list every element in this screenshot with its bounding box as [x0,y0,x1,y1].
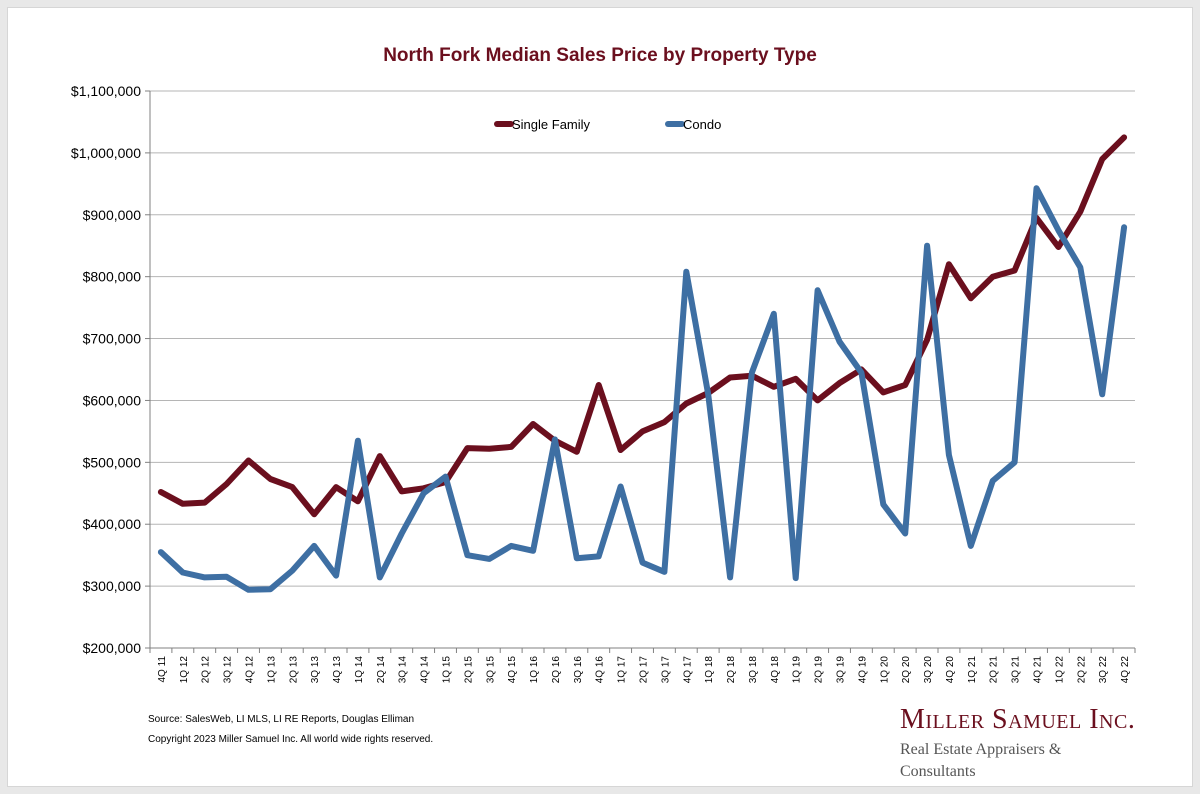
x-tick-label: 2Q 22 [1076,656,1087,684]
x-tick-label: 2Q 13 [288,656,299,684]
x-tick-label: 2Q 16 [551,656,562,684]
x-tick-label: 3Q 22 [1098,656,1109,684]
y-tick-label: $600,000 [83,392,142,408]
y-tick-label: $300,000 [83,578,142,594]
gridlines [150,90,1135,587]
logo-tagline: Real Estate Appraisers & Consultants [900,741,1062,780]
x-tick-label: 1Q 19 [792,656,803,684]
copyright-note: Copyright 2023 Miller Samuel Inc. All wo… [148,734,434,745]
x-tick-label: 1Q 21 [967,656,978,684]
y-tick-label: $1,100,000 [71,83,141,99]
legend-label: Condo [683,117,721,132]
x-tick-label: 4Q 12 [245,656,256,684]
x-tick-label: 1Q 13 [266,656,277,684]
chart-title: North Fork Median Sales Price by Propert… [383,45,817,66]
x-tick-label: 3Q 17 [660,656,671,684]
x-tick-label: 2Q 21 [989,656,1000,684]
y-tick-label: $900,000 [83,207,142,223]
y-tick-label: $800,000 [83,269,142,285]
axes [145,90,1136,653]
y-tick-label: $200,000 [83,640,142,656]
x-tick-label: 3Q 21 [1011,656,1022,684]
x-tick-label: 2Q 20 [901,656,912,684]
legend: Single Family Condo [494,117,721,132]
logo-name: Miller Samuel Inc. [900,704,1136,735]
x-tick-label: 1Q 12 [179,656,190,684]
series-line-single-family [157,134,1128,518]
y-tick-label: $1,000,000 [71,145,141,161]
legend-label: Single Family [512,117,591,132]
x-tick-label: 3Q 13 [310,656,321,684]
x-tick-label: 4Q 19 [857,656,868,684]
x-axis-ticks: 4Q 11 1Q 12 2Q 12 3Q 12 4Q 12 1Q 13 2Q 13 3Q 13… [157,656,1131,684]
x-tick-label: 2Q 19 [814,656,825,684]
x-tick-label: 1Q 18 [704,656,715,684]
source-note: Source: SalesWeb, LI MLS, LI RE Reports,… [148,714,415,725]
x-tick-label: 4Q 22 [1120,656,1131,684]
x-tick-label: 4Q 17 [682,656,693,684]
x-tick-label: 2Q 17 [639,656,650,684]
y-tick-label: $400,000 [83,516,142,532]
series-line-condo [157,185,1128,593]
x-tick-label: 4Q 16 [595,656,606,684]
x-tick-label: 3Q 18 [748,656,759,684]
x-tick-label: 2Q 12 [201,656,212,684]
x-tick-label: 3Q 14 [398,656,409,684]
x-tick-label: 1Q 16 [529,656,540,684]
x-tick-label: 4Q 18 [770,656,781,684]
x-tick-label: 4Q 20 [945,656,956,684]
y-axis-ticks: $200,000 $300,000 $400,000 $500,000 $600,000… [71,83,141,656]
x-tick-label: 4Q 14 [420,656,431,684]
x-tick-label: 3Q 16 [573,656,584,684]
x-tick-label: 4Q 21 [1033,656,1044,684]
x-tick-label: 1Q 22 [1054,656,1065,684]
y-tick-label: $500,000 [83,454,142,470]
series-lines [157,134,1128,593]
x-tick-label: 3Q 20 [923,656,934,684]
x-tick-label: 4Q 15 [507,656,518,684]
x-tick-label: 3Q 15 [485,656,496,684]
x-tick-label: 3Q 12 [223,656,234,684]
x-tick-label: 3Q 19 [836,656,847,684]
company-logo: Miller Samuel Inc. Real Estate Appraiser… [900,705,1140,783]
x-tick-label: 2Q 14 [376,656,387,684]
x-tick-label: 2Q 18 [726,656,737,684]
x-tick-label: 1Q 15 [442,656,453,684]
x-tick-label: 4Q 13 [332,656,343,684]
x-tick-label: 2Q 15 [463,656,474,684]
x-tick-label: 4Q 11 [157,656,168,683]
y-tick-label: $700,000 [83,331,142,347]
x-tick-label: 1Q 20 [879,656,890,684]
x-tick-label: 1Q 14 [354,656,365,684]
x-tick-label: 1Q 17 [617,656,628,684]
